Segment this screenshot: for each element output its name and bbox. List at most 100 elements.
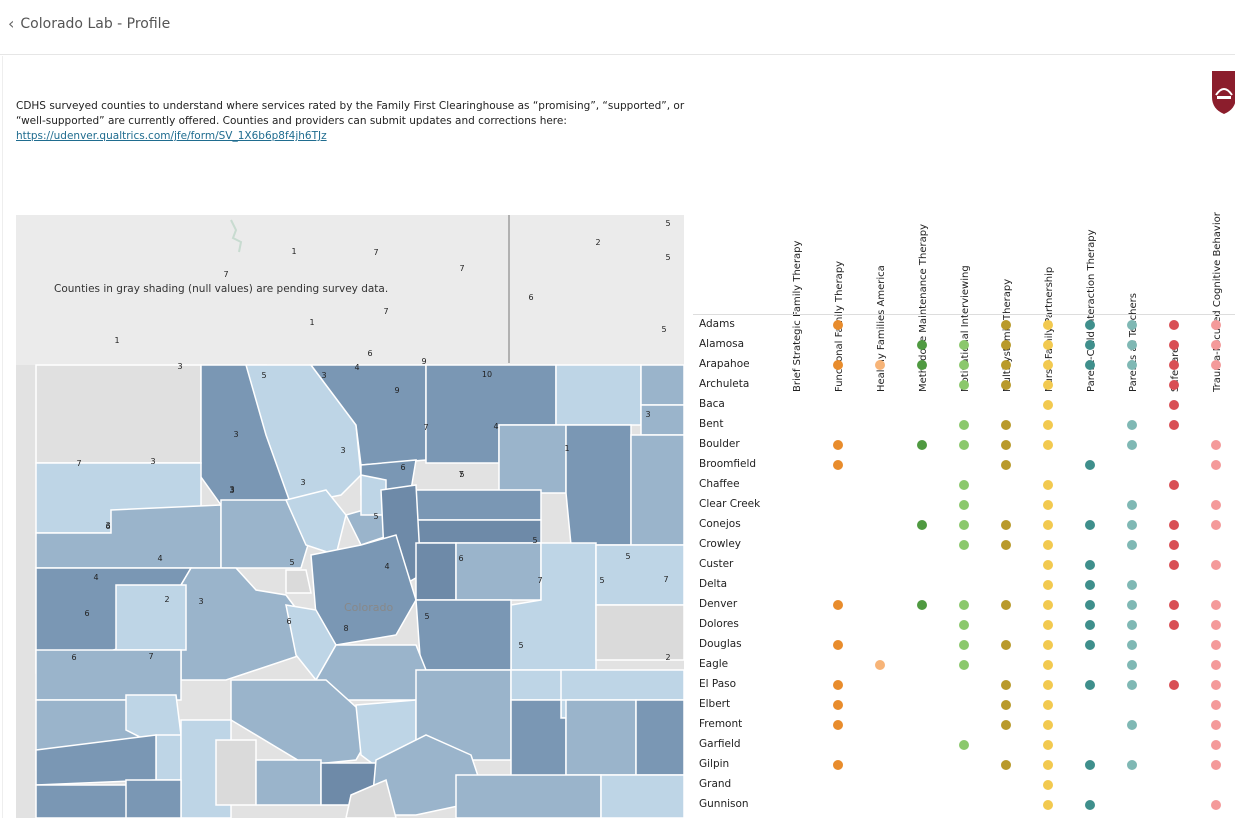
service-dot[interactable] — [1001, 420, 1011, 430]
service-dot[interactable] — [1043, 600, 1053, 610]
service-dot[interactable] — [1127, 620, 1137, 630]
service-dot[interactable] — [1169, 680, 1179, 690]
service-dot[interactable] — [1169, 480, 1179, 490]
service-dot[interactable] — [1085, 800, 1095, 810]
county-row[interactable]: Chaffee — [693, 475, 1235, 495]
service-dot[interactable] — [1169, 320, 1179, 330]
service-dot[interactable] — [1169, 520, 1179, 530]
county-row[interactable]: Grand — [693, 775, 1235, 795]
service-dot[interactable] — [959, 660, 969, 670]
service-dot[interactable] — [959, 740, 969, 750]
service-dot[interactable] — [959, 440, 969, 450]
service-dot[interactable] — [1085, 600, 1095, 610]
service-dot[interactable] — [1043, 640, 1053, 650]
service-dot[interactable] — [1085, 560, 1095, 570]
service-dot[interactable] — [833, 640, 843, 650]
service-dot[interactable] — [959, 420, 969, 430]
service-dot[interactable] — [1211, 800, 1221, 810]
service-dot[interactable] — [1127, 720, 1137, 730]
service-dot[interactable] — [833, 700, 843, 710]
service-dot[interactable] — [917, 440, 927, 450]
service-dot[interactable] — [1127, 600, 1137, 610]
service-dot[interactable] — [1127, 640, 1137, 650]
service-dot[interactable] — [1001, 360, 1011, 370]
county-row[interactable]: El Paso — [693, 675, 1235, 695]
service-dot[interactable] — [917, 360, 927, 370]
service-dot[interactable] — [1085, 680, 1095, 690]
service-dot[interactable] — [1043, 660, 1053, 670]
service-dot[interactable] — [1211, 680, 1221, 690]
service-dot[interactable] — [1211, 760, 1221, 770]
service-dot[interactable] — [875, 660, 885, 670]
service-dot[interactable] — [1127, 320, 1137, 330]
county-row[interactable]: Broomfield — [693, 455, 1235, 475]
service-dot[interactable] — [1169, 620, 1179, 630]
service-dot[interactable] — [1211, 700, 1221, 710]
back-button[interactable]: ‹ Colorado Lab - Profile — [8, 14, 170, 33]
service-dot[interactable] — [959, 500, 969, 510]
county-map[interactable]: 1 7 7 2 5 5 6 5 1 7 1 3 5 3 6 7 9 10 4 9 3 7 4 3 3 7 3 5 3 6 6 7 1 3 3 3 5 5 4… — [16, 215, 684, 818]
service-dot[interactable] — [1211, 500, 1221, 510]
service-dot[interactable] — [1001, 720, 1011, 730]
service-dot[interactable] — [959, 360, 969, 370]
county-row[interactable]: Dolores — [693, 615, 1235, 635]
service-dot[interactable] — [1001, 320, 1011, 330]
service-dot[interactable] — [959, 640, 969, 650]
service-dot[interactable] — [1127, 360, 1137, 370]
service-dot[interactable] — [1001, 680, 1011, 690]
service-dot[interactable] — [917, 520, 927, 530]
county-row[interactable]: Fremont — [693, 715, 1235, 735]
service-dot[interactable] — [833, 720, 843, 730]
service-dot[interactable] — [833, 460, 843, 470]
county-row[interactable]: Douglas — [693, 635, 1235, 655]
service-dot[interactable] — [1127, 420, 1137, 430]
service-dot[interactable] — [1001, 440, 1011, 450]
service-dot[interactable] — [1127, 540, 1137, 550]
service-dot[interactable] — [1043, 780, 1053, 790]
service-dot[interactable] — [1211, 440, 1221, 450]
service-dot[interactable] — [833, 680, 843, 690]
service-dot[interactable] — [1127, 500, 1137, 510]
service-dot[interactable] — [1169, 340, 1179, 350]
service-dot[interactable] — [1001, 340, 1011, 350]
service-dot[interactable] — [1211, 600, 1221, 610]
service-dot[interactable] — [1211, 620, 1221, 630]
county-row[interactable]: Bent — [693, 415, 1235, 435]
service-dot[interactable] — [1169, 420, 1179, 430]
service-dot[interactable] — [1211, 360, 1221, 370]
service-dot[interactable] — [1001, 760, 1011, 770]
service-dot[interactable] — [1085, 520, 1095, 530]
service-dot[interactable] — [1043, 560, 1053, 570]
service-dot[interactable] — [959, 480, 969, 490]
service-dot[interactable] — [1085, 340, 1095, 350]
service-dot[interactable] — [1001, 540, 1011, 550]
service-dot[interactable] — [1211, 640, 1221, 650]
service-dot[interactable] — [875, 360, 885, 370]
service-dot[interactable] — [959, 600, 969, 610]
service-dot[interactable] — [1211, 740, 1221, 750]
service-dot[interactable] — [833, 360, 843, 370]
service-dot[interactable] — [917, 340, 927, 350]
service-dot[interactable] — [1043, 420, 1053, 430]
service-dot[interactable] — [1043, 360, 1053, 370]
service-dot[interactable] — [1211, 720, 1221, 730]
service-dot[interactable] — [1211, 520, 1221, 530]
county-row[interactable]: Delta — [693, 575, 1235, 595]
county-row[interactable]: Denver — [693, 595, 1235, 615]
service-dot[interactable] — [1211, 340, 1221, 350]
service-dot[interactable] — [1043, 580, 1053, 590]
service-dot[interactable] — [1127, 680, 1137, 690]
service-dot[interactable] — [1169, 360, 1179, 370]
service-dot[interactable] — [1085, 760, 1095, 770]
service-dot[interactable] — [1085, 580, 1095, 590]
county-row[interactable]: Boulder — [693, 435, 1235, 455]
service-dot[interactable] — [917, 600, 927, 610]
service-dot[interactable] — [1001, 520, 1011, 530]
service-dot[interactable] — [1001, 640, 1011, 650]
service-dot[interactable] — [1211, 320, 1221, 330]
service-dot[interactable] — [833, 440, 843, 450]
service-dot[interactable] — [1085, 360, 1095, 370]
county-row[interactable]: Eagle — [693, 655, 1235, 675]
county-row[interactable]: Garfield — [693, 735, 1235, 755]
service-dot[interactable] — [1043, 760, 1053, 770]
